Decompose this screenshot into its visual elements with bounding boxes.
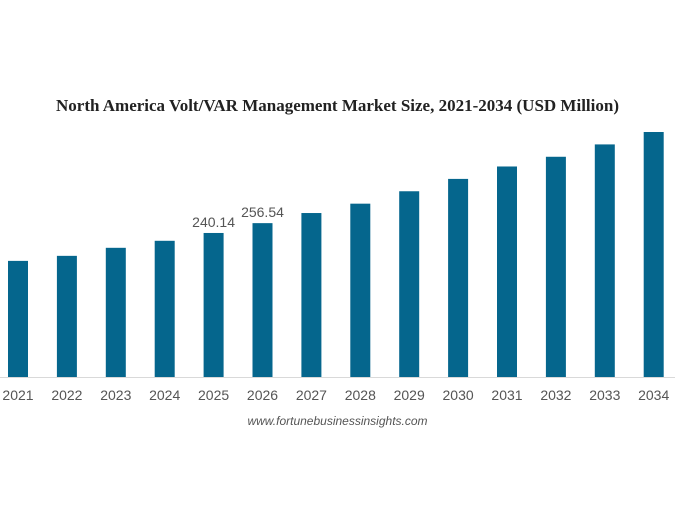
bar-2034 (643, 132, 664, 377)
x-tick-label: 2033 (589, 387, 620, 403)
x-tick-label: 2024 (149, 387, 180, 403)
bar-2021 (8, 260, 28, 377)
data-label-2026: 256.54 (241, 204, 284, 220)
bar-2031 (497, 166, 517, 377)
bar-2025 (203, 232, 224, 377)
x-tick-label: 2034 (638, 387, 669, 403)
bar-chart: 2021 2022 2023 2024 2025 240.14 2026 256.54 2027… (0, 132, 675, 403)
source-watermark: www.fortunebusinessinsights.com (247, 414, 428, 428)
data-label-2025: 240.14 (192, 214, 235, 230)
bar-2033 (594, 144, 615, 377)
x-tick-label: 2031 (491, 387, 522, 403)
bar-2022 (56, 255, 77, 377)
x-tick-label: 2032 (540, 387, 571, 403)
x-tick-label: 2023 (100, 387, 131, 403)
bar-2024 (154, 240, 175, 377)
bar-2028 (350, 203, 371, 377)
x-tick-label: 2030 (443, 387, 474, 403)
bar-2030 (448, 178, 469, 377)
bar-2023 (105, 247, 126, 377)
bar-2029 (399, 191, 420, 377)
x-tick-label: 2029 (394, 387, 425, 403)
bar-2032 (545, 156, 566, 377)
x-tick-label: 2027 (296, 387, 327, 403)
x-tick-label: 2022 (51, 387, 82, 403)
bar-2027 (301, 213, 322, 377)
x-tick-label: 2028 (345, 387, 376, 403)
x-tick-label: 2021 (2, 387, 33, 403)
x-tick-label: 2026 (247, 387, 278, 403)
bar-2026 (252, 223, 273, 377)
x-tick-label: 2025 (198, 387, 229, 403)
chart-title: North America Volt/VAR Management Market… (56, 96, 619, 115)
